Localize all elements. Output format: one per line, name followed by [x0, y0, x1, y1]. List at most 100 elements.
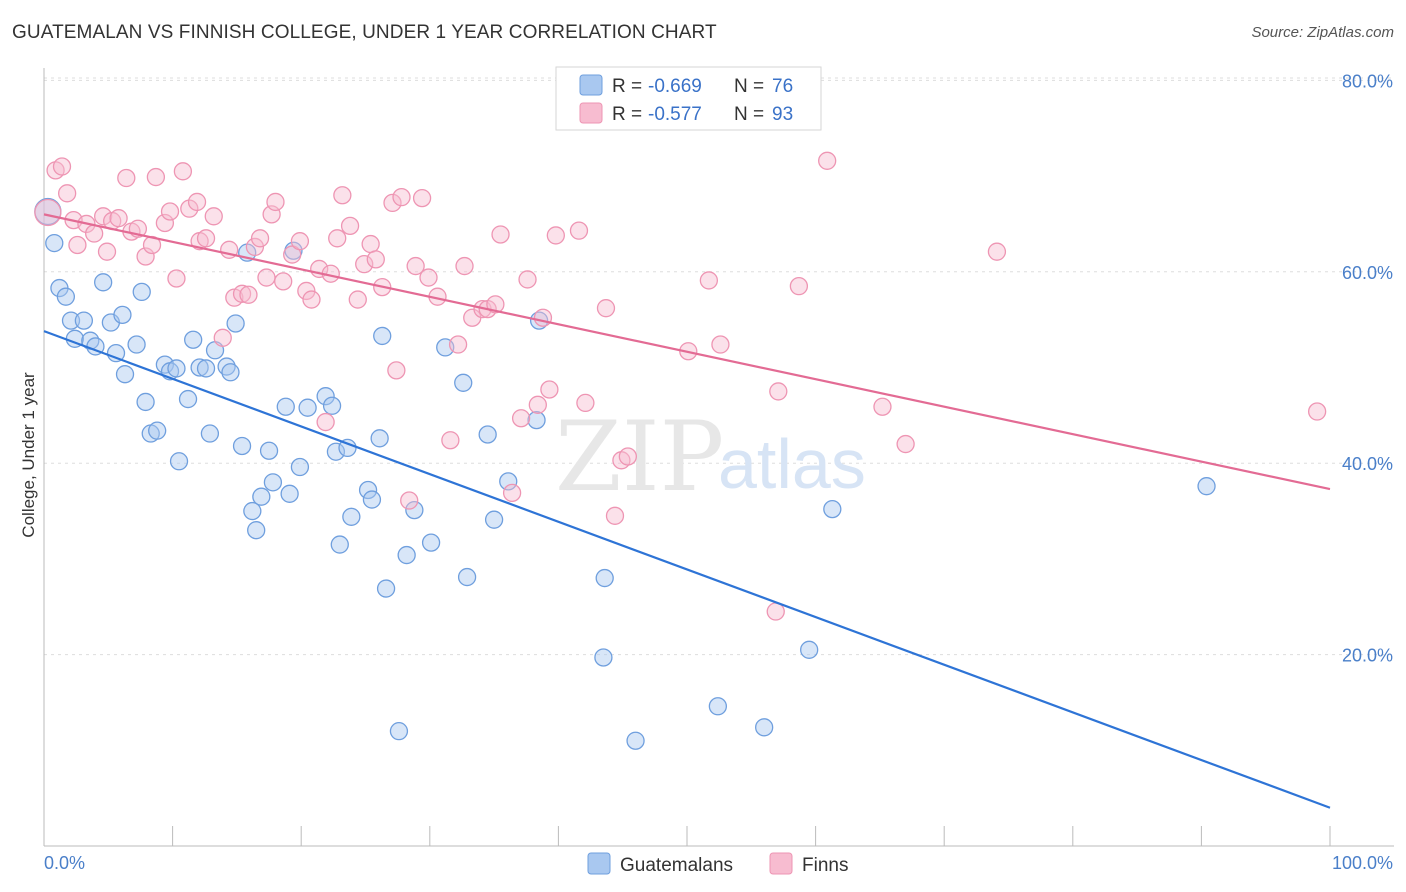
finn-point	[290, 232, 310, 251]
finn-point	[491, 225, 510, 244]
finn-point	[297, 281, 316, 301]
guatemalan-point	[362, 490, 382, 509]
finn-point	[896, 434, 915, 454]
finn-point	[167, 269, 186, 288]
points-layer	[34, 151, 1327, 750]
chart-title: GUATEMALAN VS FINNISH COLLEGE, UNDER 1 Y…	[12, 22, 717, 43]
guatemalan-point	[421, 533, 441, 552]
guatemalan-point	[243, 501, 262, 521]
finn-point	[68, 235, 87, 255]
bottom-legend-guatemalans: Guatemalans	[620, 855, 733, 876]
guatemalan-point	[200, 424, 220, 443]
guatemalan-point	[115, 365, 135, 384]
legend-n-label-1: N =	[734, 76, 764, 97]
guatemalan-point	[397, 545, 416, 565]
guatemalan-point	[330, 535, 349, 554]
finn-trend-line	[43, 213, 1331, 491]
guatemalan-point	[326, 442, 346, 461]
guatemalan-point	[136, 392, 155, 412]
guatemalan-point	[373, 326, 392, 346]
guatemalan-point	[499, 472, 518, 491]
finn-point	[361, 234, 380, 254]
guatemalan-point	[626, 731, 645, 750]
guatemalan-point	[276, 397, 295, 416]
guatemalan-point	[263, 473, 283, 492]
guatemalan-point	[322, 396, 342, 415]
stats-legend: R = -0.669 N = 76 R = -0.577 N = 93	[555, 66, 822, 131]
watermark-atlas: atlas	[718, 425, 866, 503]
watermark-zip: ZIP	[555, 401, 724, 513]
legend-r-label-2: R =	[612, 104, 642, 125]
finn-point	[699, 271, 719, 290]
finn-point	[257, 268, 276, 287]
guatemalan-point	[167, 359, 186, 378]
finn-point	[546, 226, 565, 245]
finn-point	[419, 268, 438, 287]
finn-point	[274, 272, 293, 291]
finn-point	[528, 395, 547, 414]
finn-point	[266, 192, 285, 212]
guatemalan-point	[342, 507, 361, 526]
legend-r-value-1: -0.669	[648, 76, 702, 97]
grid-layer	[44, 77, 1394, 656]
guatemalan-point	[178, 389, 198, 409]
finn-point	[85, 224, 104, 243]
guatemalan-point	[1197, 477, 1216, 496]
finn-point	[502, 483, 522, 503]
guatemalan-point	[148, 421, 167, 440]
guatemalan-point	[226, 314, 245, 333]
guatemalan-point	[755, 718, 774, 737]
finn-point	[333, 186, 352, 205]
guatemalan-point	[370, 429, 389, 448]
finn-point	[187, 192, 207, 212]
y-axis-label: College, Under 1 year	[19, 372, 38, 538]
guatemalan-point	[252, 487, 271, 506]
finn-point	[348, 290, 367, 309]
guatemalan-point	[169, 452, 189, 471]
finn-point	[328, 229, 347, 248]
finn-point	[455, 256, 474, 276]
guatemalan-point	[527, 410, 546, 430]
guatemalan-point	[221, 363, 240, 382]
finn-point	[873, 397, 892, 416]
finn-point	[173, 162, 193, 181]
finn-point	[117, 168, 136, 188]
finn-point	[250, 229, 270, 248]
finn-point	[34, 198, 62, 227]
guatemalan-point	[823, 499, 842, 519]
finn-point	[987, 242, 1007, 261]
finn-point	[818, 151, 837, 170]
finn-point	[136, 247, 155, 266]
source-label: Source: ZipAtlas.com	[1251, 24, 1394, 41]
finn-point	[94, 207, 113, 226]
x-tick-label-min: 0.0%	[44, 853, 85, 873]
x-tick-label-max: 100.0%	[1332, 853, 1393, 873]
guatemalan-point	[45, 233, 64, 253]
finn-point	[160, 202, 180, 221]
finn-point	[769, 382, 788, 401]
finn-point	[711, 335, 730, 354]
finn-point	[533, 308, 553, 327]
finn-point	[618, 447, 637, 466]
finn-point	[196, 229, 216, 248]
finn-point	[511, 409, 531, 428]
legend-swatch-finns	[579, 102, 603, 124]
finn-point	[146, 167, 166, 187]
guatemalan-point	[247, 521, 266, 540]
guatemalan-point	[358, 480, 378, 500]
finn-point	[441, 431, 460, 450]
finn-point	[789, 277, 809, 296]
finn-point	[355, 254, 374, 274]
finn-point	[245, 237, 265, 257]
finn-point	[383, 193, 402, 213]
finn-point	[412, 188, 432, 208]
finn-point	[302, 290, 321, 309]
finn-point	[605, 506, 625, 525]
finn-point	[340, 216, 360, 236]
guatemalan-point	[280, 484, 299, 503]
guatemalan-point	[457, 567, 477, 587]
y-tick-label-40: 40.0%	[1342, 454, 1393, 474]
guatemalan-point	[196, 359, 216, 378]
legend-n-value-1: 76	[772, 76, 793, 97]
